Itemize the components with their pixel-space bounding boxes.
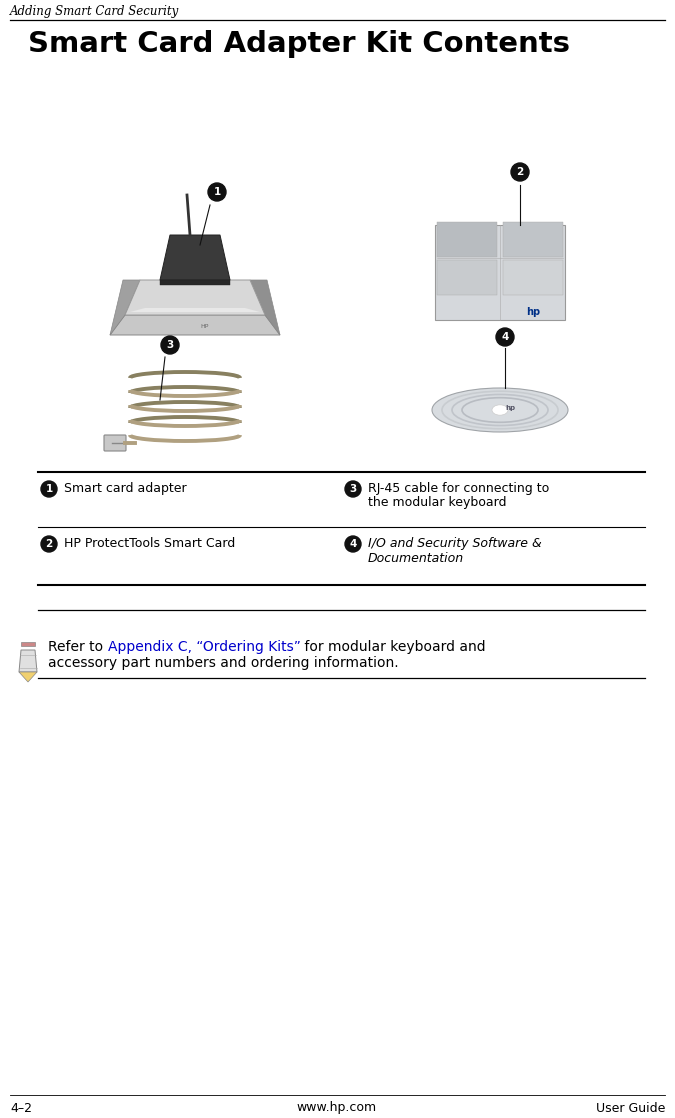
- Circle shape: [161, 337, 179, 354]
- Text: 2: 2: [45, 539, 53, 549]
- Text: HP: HP: [201, 324, 209, 330]
- Text: 1: 1: [45, 484, 53, 494]
- Text: HP ProtectTools Smart Card: HP ProtectTools Smart Card: [64, 537, 236, 550]
- Text: User Guide: User Guide: [595, 1101, 665, 1115]
- Text: RJ-45 cable for connecting to: RJ-45 cable for connecting to: [368, 482, 549, 495]
- Text: Adding Smart Card Security: Adding Smart Card Security: [10, 4, 180, 18]
- Polygon shape: [160, 280, 230, 285]
- Circle shape: [345, 481, 361, 498]
- Circle shape: [41, 536, 57, 552]
- Polygon shape: [110, 315, 280, 335]
- Circle shape: [345, 536, 361, 552]
- Text: 3: 3: [166, 340, 173, 350]
- Polygon shape: [435, 225, 565, 320]
- Polygon shape: [250, 280, 280, 335]
- Bar: [503, 260, 563, 295]
- Text: www.hp.com: www.hp.com: [297, 1101, 377, 1115]
- Text: 2: 2: [516, 167, 524, 177]
- Polygon shape: [19, 650, 37, 672]
- Bar: [437, 222, 497, 257]
- Text: Refer to: Refer to: [48, 639, 107, 654]
- FancyBboxPatch shape: [104, 435, 126, 451]
- Polygon shape: [160, 235, 230, 280]
- Circle shape: [208, 183, 226, 201]
- Bar: [21, 642, 35, 646]
- Polygon shape: [125, 280, 265, 315]
- Text: Smart card adapter: Smart card adapter: [64, 482, 186, 495]
- Text: accessory part numbers and ordering information.: accessory part numbers and ordering info…: [48, 656, 399, 670]
- Polygon shape: [110, 280, 140, 335]
- Text: for modular keyboard and: for modular keyboard and: [300, 639, 486, 654]
- Polygon shape: [130, 307, 260, 312]
- Bar: [503, 222, 563, 257]
- Polygon shape: [19, 672, 37, 682]
- Circle shape: [496, 328, 514, 345]
- Text: 4–2: 4–2: [10, 1101, 32, 1115]
- Ellipse shape: [492, 405, 508, 415]
- Text: Appendix C, “Ordering Kits”: Appendix C, “Ordering Kits”: [107, 639, 300, 654]
- Text: 3: 3: [350, 484, 356, 494]
- Text: I/O and Security Software &
Documentation: I/O and Security Software & Documentatio…: [368, 537, 542, 565]
- Ellipse shape: [432, 388, 568, 432]
- Text: 1: 1: [213, 187, 221, 197]
- Text: 4: 4: [502, 332, 509, 342]
- Text: hp: hp: [505, 405, 515, 411]
- Circle shape: [511, 163, 529, 181]
- Bar: [437, 260, 497, 295]
- Text: Smart Card Adapter Kit Contents: Smart Card Adapter Kit Contents: [28, 30, 570, 58]
- Text: hp: hp: [526, 307, 540, 318]
- Text: 4: 4: [350, 539, 356, 549]
- Text: the modular keyboard: the modular keyboard: [368, 496, 506, 509]
- Circle shape: [41, 481, 57, 498]
